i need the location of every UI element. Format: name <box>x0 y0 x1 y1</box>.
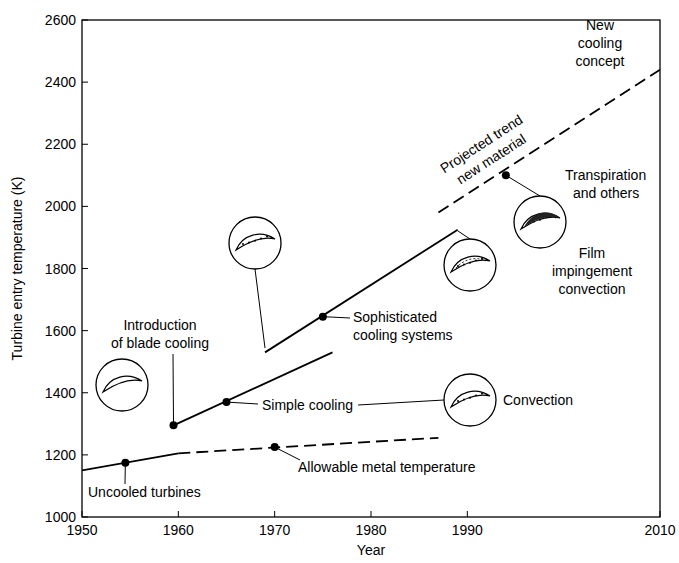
y-tick <box>82 268 88 269</box>
x-tick <box>660 511 661 517</box>
y-tick-label: 1600 <box>45 323 76 339</box>
series-line <box>178 438 438 454</box>
icon-circle <box>229 217 281 269</box>
rotated-annotation: Projected trendnew material <box>437 111 535 191</box>
annotation-text: Introduction <box>123 317 196 333</box>
blade-fill <box>524 212 560 227</box>
plot-frame <box>82 20 660 517</box>
annotation-text: impingement <box>552 263 632 279</box>
annotation-leader <box>173 354 175 425</box>
x-tick-label: 1970 <box>259 522 290 538</box>
y-tick-label: 1800 <box>45 261 76 277</box>
series-line <box>82 453 178 470</box>
annotation-text: cooling <box>578 35 622 51</box>
annotation-leader <box>227 402 259 404</box>
y-tick <box>82 82 88 83</box>
blade-shape <box>451 391 490 407</box>
x-tick <box>82 511 83 517</box>
y-tick <box>82 20 88 21</box>
blade-shape <box>103 376 142 392</box>
annotation-text: of blade cooling <box>111 335 209 351</box>
y-tick <box>82 517 88 518</box>
icon-circle <box>514 196 566 248</box>
icon-circle <box>444 374 496 426</box>
blade-shape <box>451 256 490 272</box>
cooling-hole <box>475 395 477 397</box>
annotation-text: and others <box>573 185 639 201</box>
y-tick-label: 1200 <box>45 447 76 463</box>
blade-icon <box>514 196 566 248</box>
cooling-hole <box>475 260 477 262</box>
annotation-text: Allowable metal temperature <box>298 459 476 475</box>
annotation-leader <box>275 447 300 460</box>
y-tick-label: 2400 <box>45 74 76 90</box>
annotation-text: new material <box>453 131 528 188</box>
blade-icon <box>96 359 148 411</box>
cooling-hole <box>248 241 250 243</box>
icon-circle <box>444 239 496 291</box>
series-line <box>174 352 333 425</box>
x-tick <box>274 511 275 517</box>
cooling-hole <box>463 263 465 265</box>
cooling-hole <box>266 235 268 237</box>
cooling-hole <box>457 400 459 402</box>
annotation-text: Convection <box>503 392 573 408</box>
cooling-hole <box>242 243 244 245</box>
y-tick-label: 2600 <box>45 12 76 28</box>
cooling-hole <box>481 392 483 394</box>
x-tick-label: 1950 <box>66 522 97 538</box>
cooling-hole <box>254 240 256 242</box>
y-tick-label: 2200 <box>45 136 76 152</box>
x-tick <box>467 511 468 517</box>
y-tick <box>82 454 88 455</box>
y-tick <box>82 206 88 207</box>
annotation-text: Sophisticated <box>353 309 437 325</box>
annotation-leader <box>323 317 350 318</box>
annotation-text: concept <box>575 53 624 69</box>
icon-circle <box>96 359 148 411</box>
icon-leader <box>358 400 444 405</box>
cooling-hole <box>469 262 471 264</box>
annotation-text: New <box>586 17 615 33</box>
y-tick <box>82 392 88 393</box>
x-tick-label: 1960 <box>163 522 194 538</box>
cooling-hole <box>260 238 262 240</box>
x-tick <box>178 511 179 517</box>
x-tick-label: 1990 <box>452 522 483 538</box>
y-tick <box>82 144 88 145</box>
annotation-leader <box>506 175 540 196</box>
blade-icon <box>444 374 496 426</box>
annotation-text: Transpiration <box>565 167 646 183</box>
x-tick-label: 1980 <box>355 522 386 538</box>
x-tick-label: 2010 <box>644 522 675 538</box>
cooling-hole <box>463 398 465 400</box>
annotation-text: convection <box>559 281 626 297</box>
annotation-text: Film <box>579 245 605 261</box>
icon-leader <box>255 269 265 348</box>
annotation-text: cooling systems <box>353 327 453 343</box>
x-axis-title: Year <box>357 542 386 558</box>
y-tick <box>82 330 88 331</box>
blade-shape <box>236 234 275 250</box>
blade-shape <box>521 213 560 229</box>
x-tick <box>371 511 372 517</box>
blade-icon <box>444 239 496 291</box>
chart: 1000120014001600180020002200240026001950… <box>0 0 679 563</box>
y-axis-title: Turbine entry temperature (K) <box>9 177 25 361</box>
series-line <box>265 230 458 353</box>
plot-area <box>82 70 660 471</box>
cooling-hole <box>469 397 471 399</box>
blade-icon <box>229 217 281 269</box>
y-tick-label: 2000 <box>45 198 76 214</box>
y-tick-label: 1400 <box>45 385 76 401</box>
cooling-passage <box>456 259 486 268</box>
annotation-text: Simple cooling <box>262 397 353 413</box>
annotation-text: Uncooled turbines <box>88 484 201 500</box>
annotation-leader <box>125 463 126 484</box>
icon-leader <box>458 231 470 239</box>
